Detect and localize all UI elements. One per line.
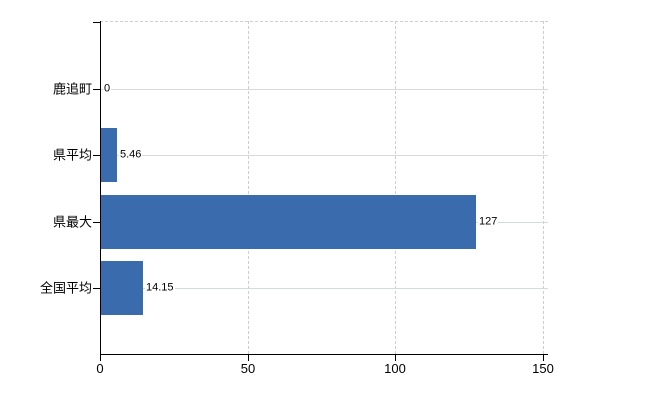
v-gridline [395,21,396,354]
bar [101,195,476,249]
x-axis-tick [100,355,101,361]
category-label: 県平均 [52,147,92,163]
v-gridline [248,21,249,354]
bar [101,128,117,182]
h-gridline [100,89,548,90]
h-gridline [100,288,548,289]
bar [101,261,143,315]
h-gridline [100,155,548,156]
plot-top-border [100,21,548,22]
v-gridline [543,21,544,354]
x-axis [100,354,548,355]
category-label: 県最大 [52,214,92,230]
y-axis [100,21,101,355]
category-label: 鹿追町 [52,81,92,97]
y-axis-tick [93,89,100,90]
x-axis-tick [248,355,249,361]
y-axis-tick [93,155,100,156]
value-label: 14.15 [145,281,175,295]
value-label: 127 [478,215,499,229]
x-axis-tick [543,355,544,361]
value-label: 5.46 [119,148,143,162]
y-axis-tick [93,222,100,223]
y-axis-tick [93,288,100,289]
x-tick-label: 0 [96,361,104,376]
x-tick-label: 100 [384,361,406,376]
x-axis-tick [395,355,396,361]
y-axis-tick [93,22,100,23]
value-label: 0 [103,82,112,96]
category-label: 全国平均 [39,280,92,296]
x-tick-label: 150 [532,361,554,376]
x-tick-label: 50 [240,361,256,376]
